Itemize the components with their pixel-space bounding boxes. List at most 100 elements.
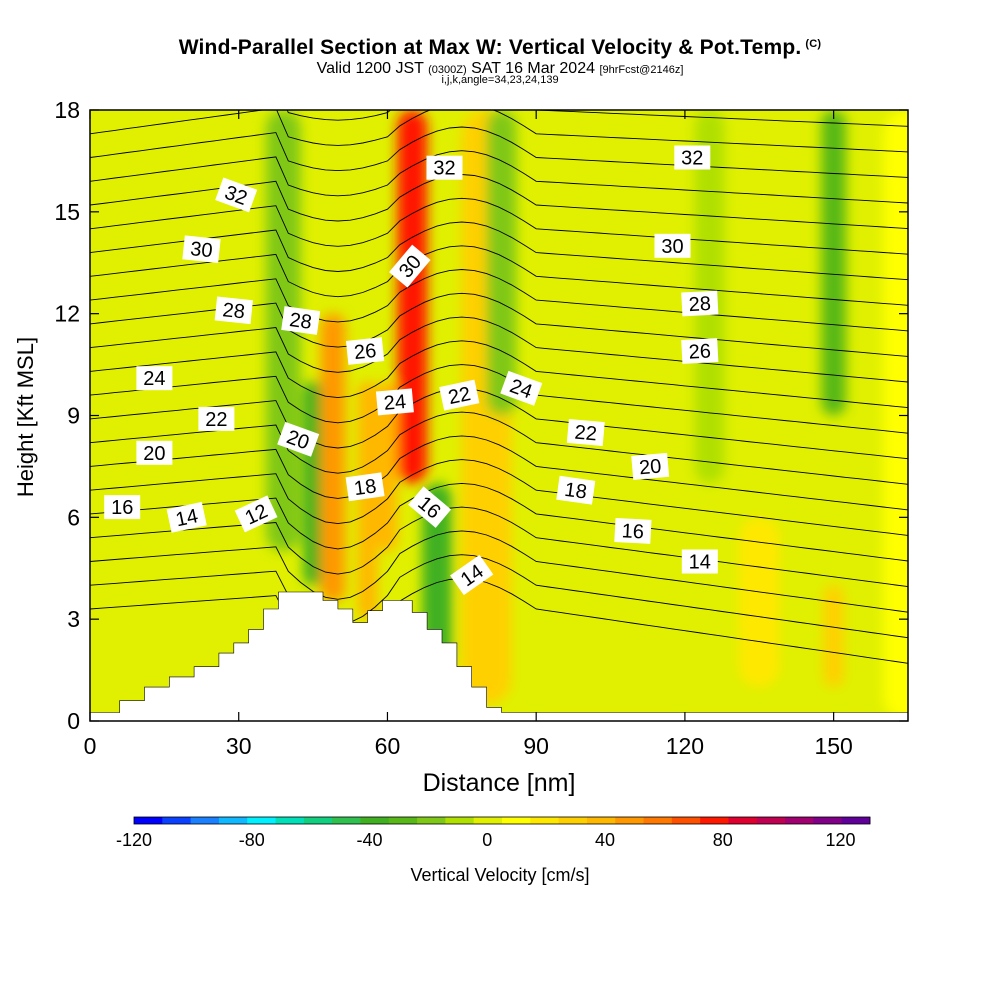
- contour-line: [90, 577, 908, 664]
- chart-title: Wind-Parallel Section at Max W: Vertical…: [0, 36, 1000, 60]
- w-feature-3: [357, 381, 378, 620]
- contour-label-text: 30: [661, 236, 683, 258]
- colorbar-label: Vertical Velocity [cm/s]: [410, 865, 589, 885]
- w-feature-12: [823, 585, 844, 688]
- colorbar-tick-label: 120: [826, 830, 856, 850]
- contour-label-text: 24: [143, 368, 165, 390]
- colorbar-swatch: [218, 817, 248, 824]
- colorbar-swatch: [756, 817, 786, 824]
- contour-label-text: 24: [383, 391, 407, 415]
- colorbar-tick-label: 40: [595, 830, 615, 850]
- y-axis-label: Height [Kft MSL]: [13, 337, 38, 497]
- valid-date: SAT 16 Mar 2024: [471, 60, 595, 77]
- w-feature-8: [486, 110, 517, 416]
- colorbar-swatch: [530, 817, 560, 824]
- potential-temperature-contours: [90, 110, 908, 664]
- contour-label-text: 14: [174, 505, 200, 531]
- colorbar-swatch: [162, 817, 192, 824]
- contour-label-text: 30: [189, 238, 213, 262]
- contour-label: 14: [166, 501, 207, 533]
- x-tick-label: 0: [84, 733, 97, 759]
- contour-label: 24: [500, 370, 543, 406]
- contour-line: [90, 554, 908, 639]
- contour-line: [90, 459, 908, 536]
- colorbar-swatch: [841, 817, 871, 824]
- contour-label: 24: [375, 388, 414, 416]
- contour-line: [90, 340, 908, 409]
- w-feature-13: [883, 110, 908, 721]
- colorbar-frame: [133, 816, 871, 825]
- colorbar-tick-label: 0: [482, 830, 492, 850]
- colorbar-swatch: [190, 817, 220, 824]
- contour-label-text: 20: [143, 443, 165, 465]
- colorbar-swatch: [275, 817, 305, 824]
- contour-label-text: 28: [221, 299, 245, 323]
- colorbar-swatch: [247, 817, 276, 824]
- x-tick-label: 150: [814, 733, 852, 759]
- contour-label: 24: [136, 366, 173, 391]
- x-tick-label: 90: [523, 733, 549, 759]
- contour-line: [90, 110, 908, 127]
- colorbar-tick-label: -40: [357, 830, 383, 850]
- w-feature-11: [821, 110, 847, 416]
- colorbar-swatch: [417, 817, 446, 824]
- x-tick-label: 30: [226, 733, 252, 759]
- contour-label-text: 14: [689, 552, 711, 574]
- grid-indices: i,j,k,angle=34,23,24,139: [441, 74, 559, 86]
- valid-zulu: (0300Z): [428, 64, 467, 76]
- w-feature-10: [739, 517, 780, 688]
- contour-line: [90, 110, 908, 153]
- colorbar-swatch: [445, 817, 475, 824]
- colorbar-swatch: [586, 817, 616, 824]
- contour-label-text: 18: [353, 475, 378, 500]
- contour-label-text: 22: [446, 383, 472, 409]
- colorbar-swatch: [728, 817, 758, 824]
- contour-label: 16: [614, 517, 652, 544]
- contour-label-text: 16: [111, 497, 133, 519]
- contour-label: 26: [681, 338, 719, 364]
- contour-line: [90, 435, 908, 511]
- colorbar-swatch: [388, 817, 418, 824]
- contour-label: 30: [654, 233, 691, 258]
- contour-label-text: 28: [688, 293, 711, 316]
- valid-prefix: Valid 1200 JST: [316, 60, 424, 77]
- colorbar-swatch: [785, 817, 814, 824]
- w-feature-2: [320, 313, 346, 603]
- contour-line: [90, 316, 908, 383]
- forecast-info: [9hrFcst@2146z]: [599, 64, 684, 76]
- y-tick-label: 15: [54, 199, 80, 225]
- terrain-silhouette: [89, 591, 909, 722]
- contour-label-text: 20: [638, 455, 662, 479]
- x-tick-label: 120: [666, 733, 704, 759]
- contour-label: 28: [214, 296, 253, 325]
- y-tick-label: 12: [54, 301, 80, 327]
- w-feature-4: [377, 381, 398, 552]
- contour-line: [90, 387, 908, 460]
- x-tick-label: 60: [375, 733, 401, 759]
- contour-label-text: 28: [288, 309, 313, 334]
- contour-line: [90, 364, 908, 434]
- y-tick-label: 3: [67, 606, 80, 632]
- colorbar-swatch: [473, 817, 503, 824]
- contour-line: [90, 221, 908, 281]
- colorbar-swatch: [558, 817, 588, 824]
- contour-label: 26: [345, 337, 385, 365]
- y-axis: 0 3 6 9 12 15 18: [54, 97, 908, 734]
- y-tick-label: 18: [54, 97, 80, 123]
- contour-line: [90, 197, 908, 255]
- contour-label-text: 32: [433, 158, 455, 180]
- contour-label: 20: [136, 440, 173, 465]
- colorbar: -120 -80 -40 0 40 80 120: [116, 816, 871, 850]
- contour-label: 20: [631, 452, 670, 480]
- contour-label: 32: [215, 177, 258, 213]
- contour-line: [90, 530, 908, 613]
- colorbar-tick-label: -120: [116, 830, 152, 850]
- contour-label-text: 22: [574, 422, 598, 446]
- x-axis-label: Distance [nm]: [423, 769, 576, 797]
- w-feature-6: [422, 483, 452, 671]
- contour-label: 30: [182, 235, 221, 264]
- y-tick-label: 6: [67, 504, 80, 530]
- y-tick-label: 9: [67, 403, 80, 429]
